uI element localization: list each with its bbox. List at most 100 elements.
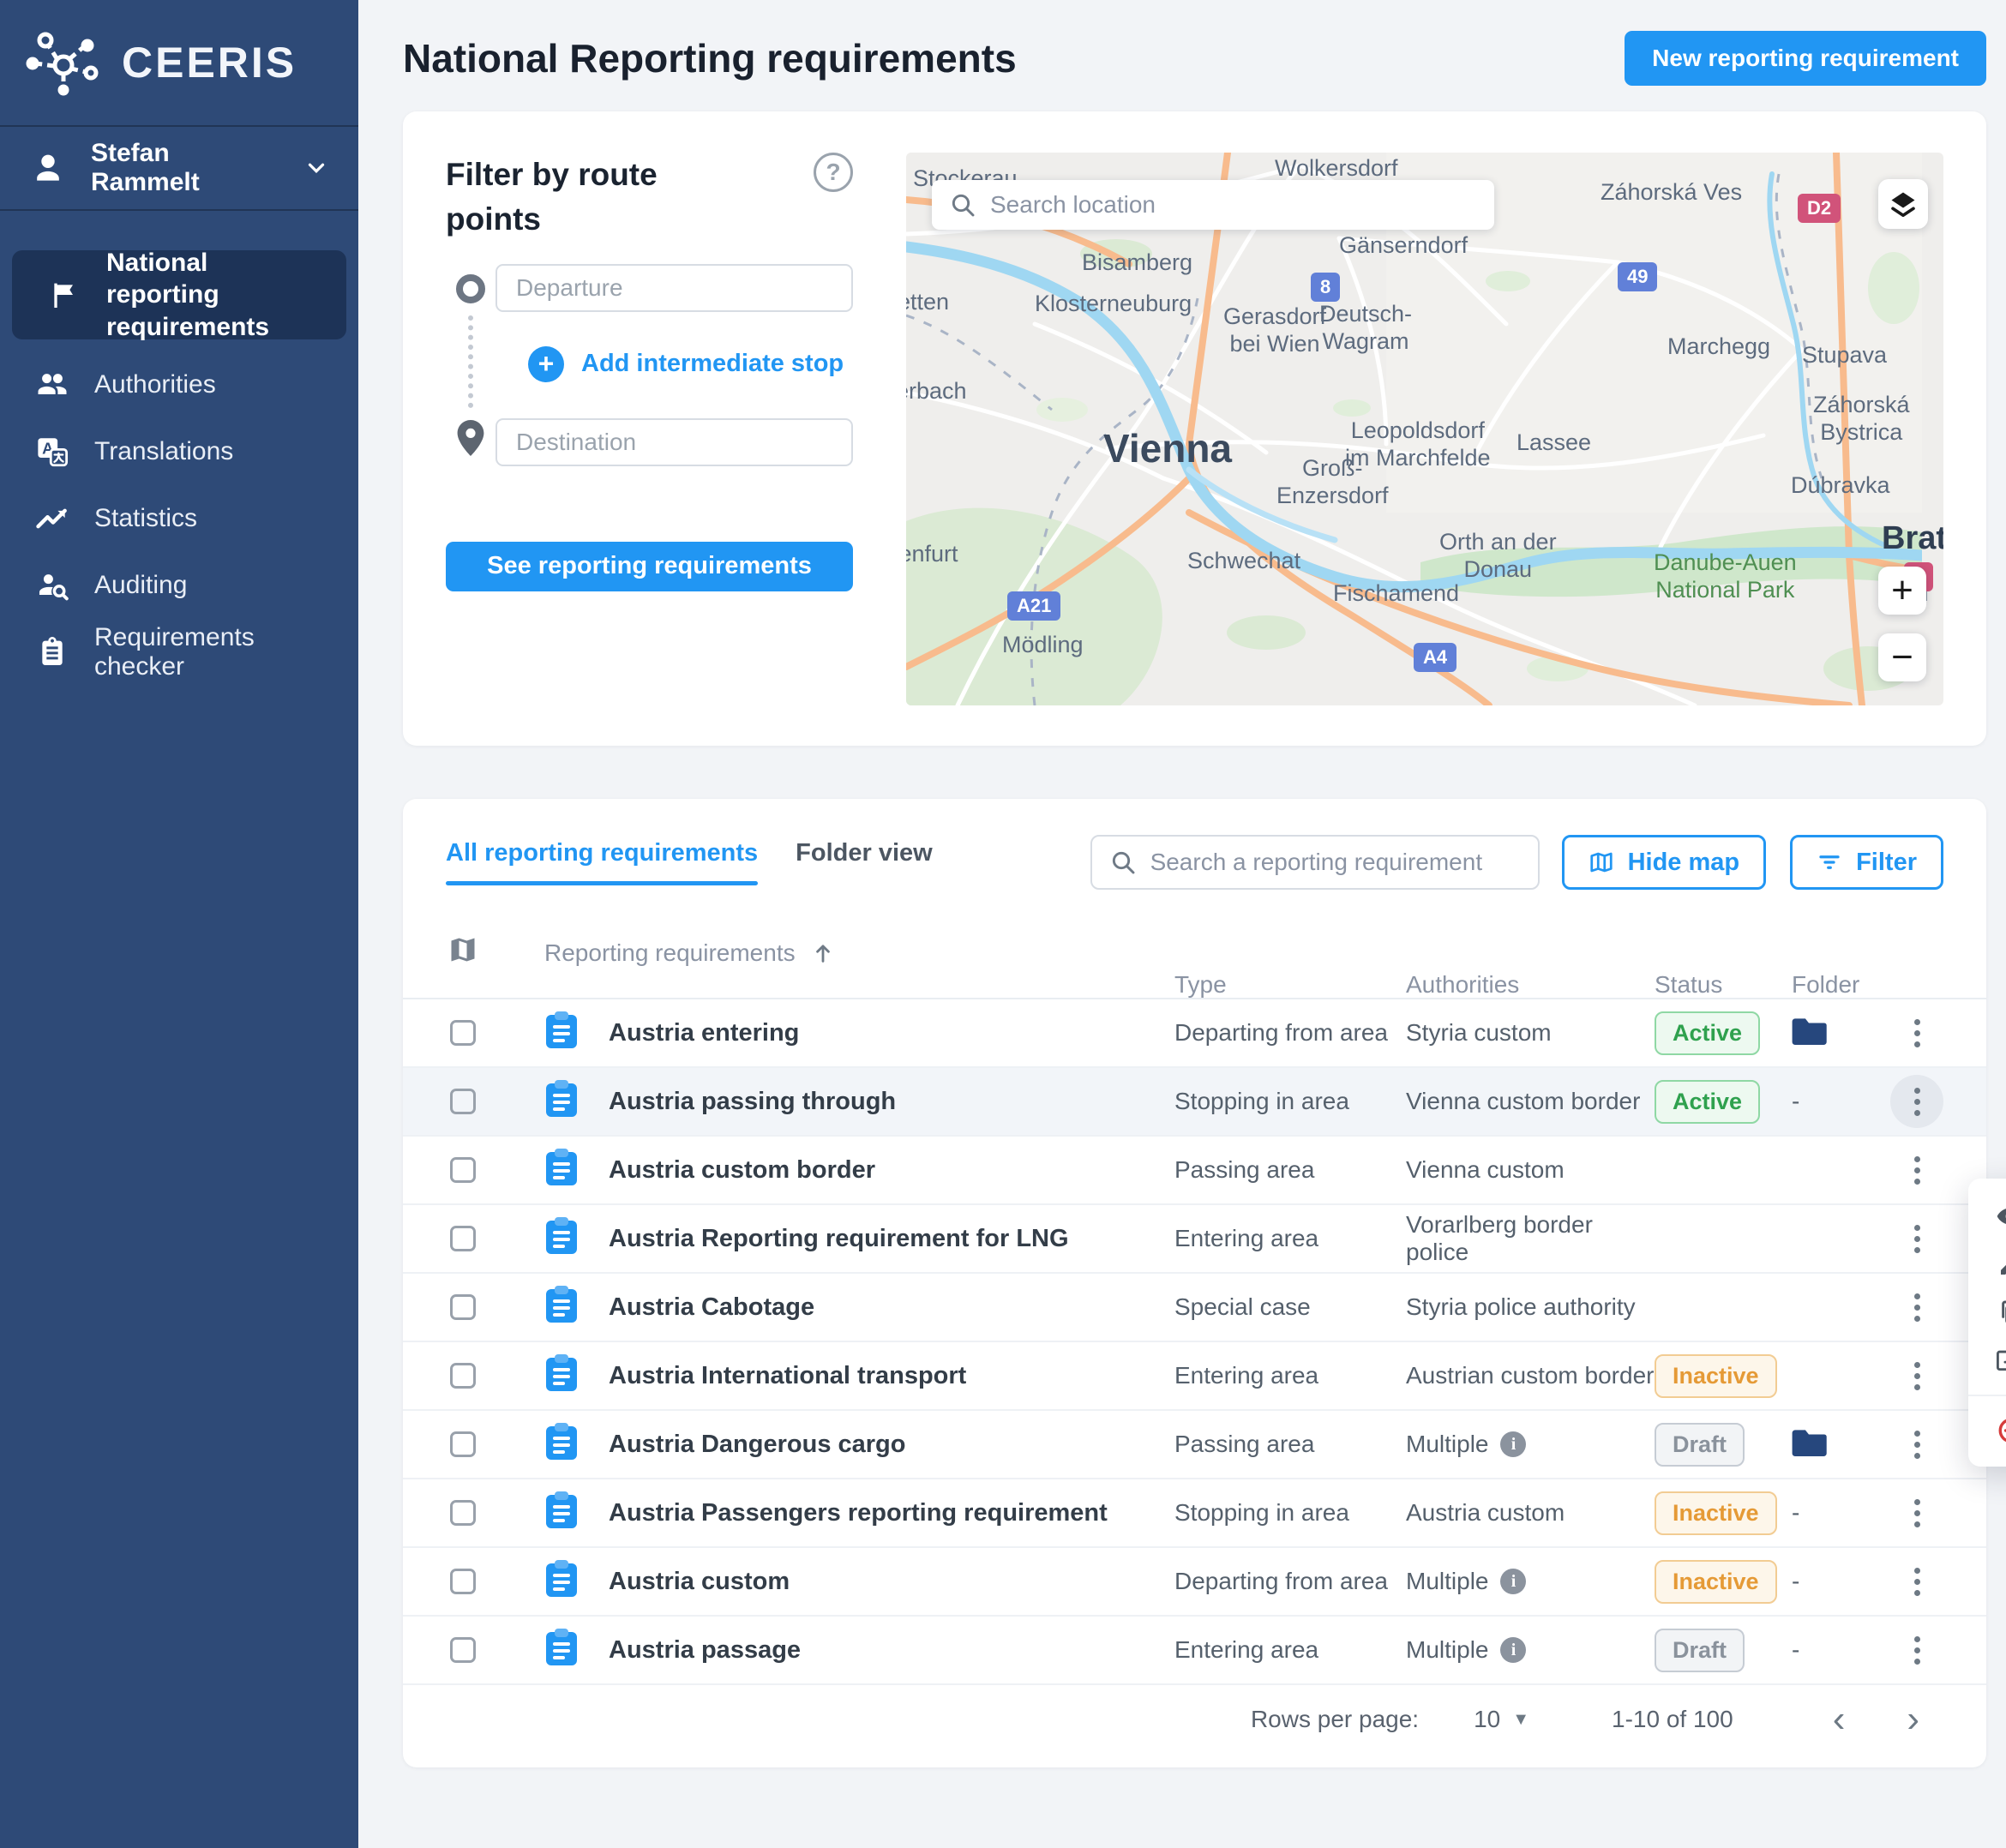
row-menu-button[interactable] [1890,1623,1943,1677]
row-menu-button[interactable] [1890,1486,1943,1539]
column-header-type[interactable]: Type [1174,971,1227,998]
sidebar-item-label: Auditing [94,571,188,599]
dropdown-arrow-icon: ▼ [1512,1709,1530,1729]
map-search-input[interactable] [990,191,1477,219]
row-checkbox[interactable] [450,1020,476,1046]
row-menu-button[interactable] [1890,1006,1943,1059]
sidebar-item-translations[interactable]: A Translations [0,418,358,485]
requirement-name[interactable]: Austria custom border [609,1155,875,1184]
requirement-name[interactable]: Austria International transport [609,1361,967,1389]
row-checkbox[interactable] [450,1157,476,1183]
requirement-name[interactable]: Austria passage [609,1635,802,1664]
row-checkbox[interactable] [450,1294,476,1320]
column-header-name[interactable]: Reporting requirements [544,939,796,966]
row-checkbox[interactable] [450,1431,476,1457]
requirements-table-card: All reporting requirements Folder view H… [403,799,1986,1767]
rows-per-page-label: Rows per page: [1250,1706,1420,1732]
column-header-authorities[interactable]: Authorities [1406,971,1520,998]
sidebar-item-national-reporting-requirements[interactable]: National reporting requirements [12,249,346,341]
table-search-box[interactable] [1090,835,1540,890]
user-name: Stefan Rammelt [91,139,200,196]
sort-asc-icon[interactable] [811,941,835,965]
table-row[interactable]: Austria passage Entering area Multiple i … [403,1617,1986,1685]
column-header-status[interactable]: Status [1655,971,1723,998]
info-icon[interactable]: i [1500,1569,1527,1594]
row-menu-button[interactable] [1890,1555,1943,1608]
row-menu-button[interactable] [1890,1418,1943,1471]
departure-input[interactable] [495,263,853,312]
row-checkbox[interactable] [450,1500,476,1526]
menu-item-move-to-folder[interactable]: Move to folder [1968,1336,2006,1384]
requirement-type: Entering area [1174,1362,1319,1389]
requirement-name[interactable]: Austria Cabotage [609,1293,815,1321]
add-intermediate-stop-button[interactable]: + Add intermediate stop [528,345,853,382]
destination-input[interactable] [495,417,853,466]
folder-icon[interactable] [1792,1427,1828,1456]
tab-folder-view[interactable]: Folder view [796,839,933,885]
menu-item-deactivate[interactable]: Deactivate [1968,1407,2006,1455]
table-search-input[interactable] [1150,849,1521,876]
sidebar-item-auditing[interactable]: Auditing [0,552,358,619]
table-row[interactable]: Austria Reporting requirement for LNG En… [403,1205,1986,1274]
clipboard-icon [33,633,72,672]
sidebar-item-authorities[interactable]: Authorities [0,351,358,418]
row-checkbox[interactable] [450,1226,476,1251]
table-row[interactable]: Austria entering Departing from area Sty… [403,999,1986,1068]
hide-map-button[interactable]: Hide map [1561,835,1767,890]
new-reporting-requirement-button[interactable]: New reporting requirement [1625,31,1986,86]
duplicate-icon [1996,1297,2006,1328]
map-layers-button[interactable] [1878,179,1928,229]
next-page-button[interactable]: › [1907,1698,1919,1740]
map-zoom-out-button[interactable]: − [1878,633,1926,681]
table-row[interactable]: Austria Cabotage Special case Styria pol… [403,1274,1986,1342]
map-search-box[interactable] [932,180,1494,230]
requirement-name[interactable]: Austria passing through [609,1087,897,1115]
table-row[interactable]: Austria International transport Entering… [403,1342,1986,1411]
row-menu-button[interactable] [1890,1143,1943,1197]
map[interactable]: Stockerau Wolkersdorf Záhorská Ves Gänse… [906,153,1943,705]
info-icon[interactable]: i [1500,1431,1527,1457]
menu-item-view-details[interactable]: View details [1968,1192,2006,1240]
tab-all-reporting-requirements[interactable]: All reporting requirements [446,839,759,885]
menu-item-duplicate[interactable]: Duplicate [1968,1288,2006,1336]
row-checkbox[interactable] [450,1637,476,1663]
help-icon[interactable]: ? [814,153,853,192]
row-menu-button[interactable] [1890,1212,1943,1265]
table-row[interactable]: Austria Passengers reporting requirement… [403,1479,1986,1548]
trend-icon [33,499,72,538]
see-reporting-requirements-button[interactable]: See reporting requirements [446,541,853,591]
info-icon[interactable]: i [1500,1637,1527,1663]
requirement-name[interactable]: Austria Dangerous cargo [609,1430,906,1458]
row-menu-button-active[interactable] [1890,1075,1943,1128]
requirement-name[interactable]: Austria custom [609,1567,790,1595]
row-checkbox[interactable] [450,1089,476,1114]
folder-icon[interactable] [1792,1016,1828,1045]
column-header-folder[interactable]: Folder [1792,971,1860,998]
page-title: National Reporting requirements [403,36,1017,81]
sidebar-item-label: Translations [94,437,234,465]
row-menu-button[interactable] [1890,1281,1943,1334]
user-menu[interactable]: Stefan Rammelt [0,127,358,209]
row-menu-button[interactable] [1890,1349,1943,1402]
table-row[interactable]: Austria passing through Stopping in area… [403,1068,1986,1137]
table-row[interactable]: Austria Dangerous cargo Passing area Mul… [403,1411,1986,1479]
sidebar-item-label: Authorities [94,370,216,399]
filter-button[interactable]: Filter [1790,835,1943,890]
row-checkbox[interactable] [450,1569,476,1594]
map-zoom-in-button[interactable]: + [1878,567,1926,615]
sidebar-item-statistics[interactable]: Statistics [0,485,358,552]
rows-per-page-select[interactable]: 10 ▼ [1474,1706,1530,1732]
requirement-name[interactable]: Austria Passengers reporting requirement [609,1498,1108,1527]
menu-item-edit[interactable]: Edit [1968,1240,2006,1288]
row-checkbox[interactable] [450,1363,476,1389]
table-row[interactable]: Austria custom Departing from area Multi… [403,1548,1986,1617]
status-badge: Active [1655,1079,1761,1124]
sidebar-item-requirements-checker[interactable]: Requirements checker [0,619,358,686]
map-canvas [906,153,1928,705]
filter-label: Filter [1856,848,1917,876]
requirement-name[interactable]: Austria Reporting requirement for LNG [609,1224,1069,1252]
table-row[interactable]: Austria custom border Passing area Vienn… [403,1137,1986,1205]
folder-cell: - [1792,1088,1800,1114]
requirement-name[interactable]: Austria entering [609,1018,800,1047]
previous-page-button[interactable]: ‹ [1832,1698,1846,1740]
